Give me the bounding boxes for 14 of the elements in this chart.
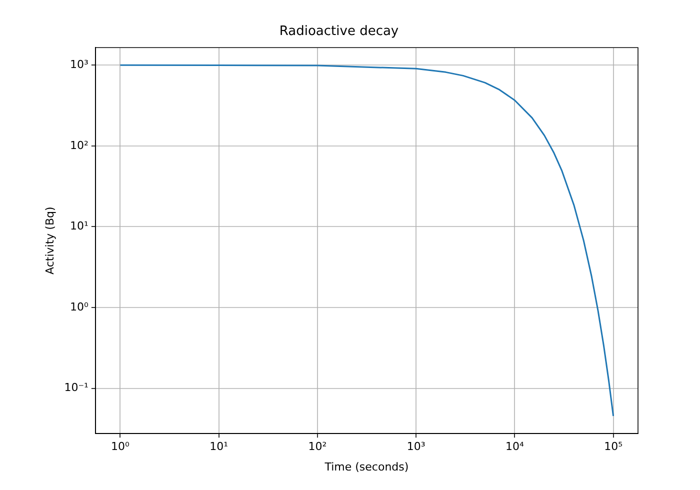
y-tick-label: 10³ xyxy=(70,58,88,72)
x-tick-label: 10⁵ xyxy=(604,440,623,454)
y-axis-title: Activity (Bq) xyxy=(43,206,56,274)
y-tick-label: 10⁰ xyxy=(70,300,89,314)
x-axis-title: Time (seconds) xyxy=(324,460,409,474)
x-tick-label: 10⁴ xyxy=(505,440,524,454)
chart-title: Radioactive decay xyxy=(279,24,399,40)
x-tick-label: 10² xyxy=(308,440,327,454)
y-tick-label: 10² xyxy=(70,138,88,152)
x-tick-label: 10¹ xyxy=(210,440,228,454)
y-tick-label: 10¹ xyxy=(70,220,88,233)
y-tick-label: 10⁻¹ xyxy=(64,381,88,394)
x-tick-label: 10⁰ xyxy=(111,440,130,454)
x-tick-label: 10³ xyxy=(406,440,426,454)
